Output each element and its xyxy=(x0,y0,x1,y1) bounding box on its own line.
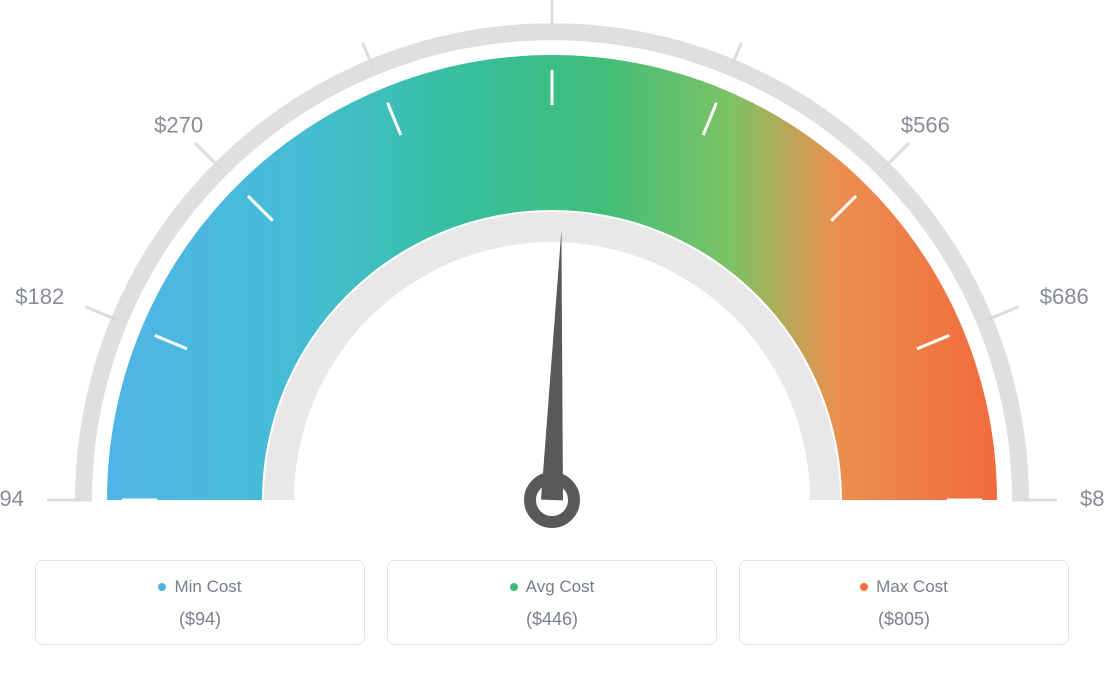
legend-value-max: ($805) xyxy=(750,609,1058,630)
gauge-tick-label: $270 xyxy=(154,112,203,137)
legend-card-max: Max Cost ($805) xyxy=(739,560,1069,645)
legend-card-min: Min Cost ($94) xyxy=(35,560,365,645)
gauge-svg: $94$182$270$446$566$686$805 xyxy=(0,0,1104,560)
legend-label-avg: Avg Cost xyxy=(526,577,595,597)
legend-dot-avg xyxy=(510,583,518,591)
legend-dot-min xyxy=(158,583,166,591)
legend-label-max: Max Cost xyxy=(876,577,948,597)
gauge-tick-label: $94 xyxy=(0,486,24,511)
legend-value-avg: ($446) xyxy=(398,609,706,630)
gauge-tick-label: $182 xyxy=(15,284,64,309)
gauge-tick-label: $686 xyxy=(1040,284,1089,309)
gauge-chart: $94$182$270$446$566$686$805 xyxy=(0,0,1104,560)
legend-label-min: Min Cost xyxy=(174,577,241,597)
legend-row: Min Cost ($94) Avg Cost ($446) Max Cost … xyxy=(0,560,1104,645)
legend-value-min: ($94) xyxy=(46,609,354,630)
legend-card-avg: Avg Cost ($446) xyxy=(387,560,717,645)
gauge-tick-label: $566 xyxy=(901,112,950,137)
gauge-tick-label: $805 xyxy=(1080,486,1104,511)
legend-dot-max xyxy=(860,583,868,591)
